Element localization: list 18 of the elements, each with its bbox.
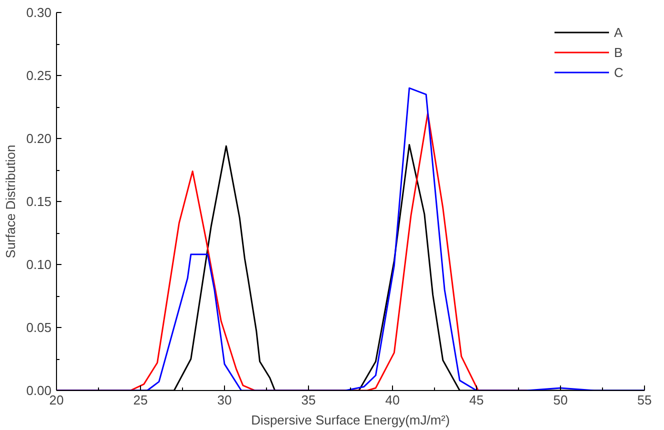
y-tick-label: 0.15 bbox=[26, 194, 52, 209]
y-axis-title: Surface Distribution bbox=[3, 144, 18, 258]
y-tick-label: 0.20 bbox=[26, 131, 52, 146]
legend-label: A bbox=[614, 24, 624, 40]
x-tick-label: 25 bbox=[133, 392, 148, 408]
x-tick-label: 55 bbox=[637, 392, 652, 408]
y-tick-label: 0.10 bbox=[26, 257, 52, 272]
x-tick-label: 45 bbox=[469, 392, 484, 408]
x-tick-label: 40 bbox=[385, 392, 400, 408]
x-tick-label: 50 bbox=[553, 392, 568, 408]
legend-label: C bbox=[614, 64, 624, 80]
y-tick-label: 0.30 bbox=[26, 5, 52, 20]
y-tick-label: 0.05 bbox=[26, 320, 52, 335]
x-tick-label: 35 bbox=[301, 392, 316, 408]
legend-label: B bbox=[614, 44, 624, 60]
x-tick-label: 30 bbox=[217, 392, 232, 408]
y-tick-label: 0.25 bbox=[26, 68, 52, 83]
x-axis-title: Dispersive Surface Energy(mJ/m²) bbox=[251, 412, 450, 428]
